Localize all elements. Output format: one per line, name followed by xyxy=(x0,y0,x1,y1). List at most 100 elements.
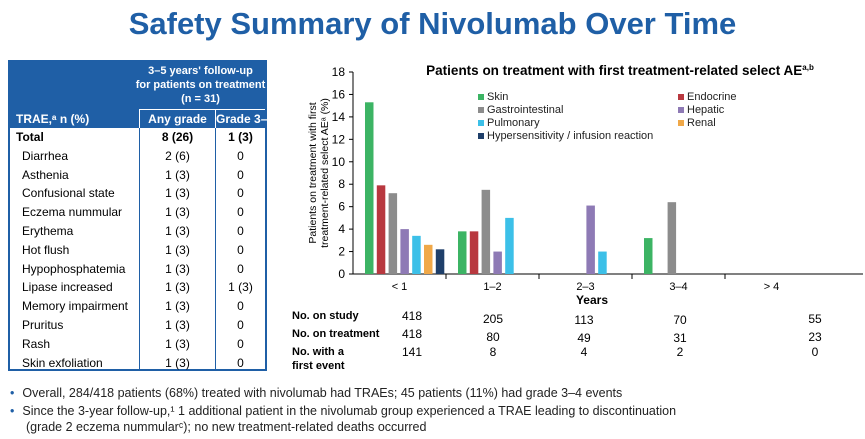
row-label: Erythema xyxy=(22,223,74,238)
legend-label: Hepatic xyxy=(687,104,725,116)
count-value: 418 xyxy=(401,327,423,341)
table-row: Asthenia 1 (3) 0 xyxy=(10,166,265,185)
grade-3-4-value: 0 xyxy=(237,261,244,276)
row-label: Eczema nummular xyxy=(22,205,123,220)
count-value: 205 xyxy=(482,312,504,326)
chart-title-sup: a,b xyxy=(802,63,814,72)
bullet-2: • Since the 3-year follow-up,¹ 1 addition… xyxy=(10,404,676,419)
divider xyxy=(215,128,216,369)
count-value: 8 xyxy=(489,345,497,359)
y-tick-label: 10 xyxy=(332,155,346,169)
legend-label: Skin xyxy=(487,91,508,103)
row-label: Skin exfoliation xyxy=(22,355,103,370)
legend-swatch xyxy=(478,120,484,126)
group-header-line: for patients on treatment xyxy=(135,79,266,91)
y-tick-label: 8 xyxy=(338,177,345,191)
col-header-trae: TRAE,ᵃ n (%) xyxy=(16,112,90,126)
any-grade-value: 1 (3) xyxy=(165,317,190,332)
count-value: 113 xyxy=(574,313,594,327)
table-row: Eczema nummular 1 (3) 0 xyxy=(10,203,265,222)
table-row: Memory impairment 1 (3) 0 xyxy=(10,297,265,316)
legend-label: Renal xyxy=(687,117,716,129)
any-grade-value: 2 (6) xyxy=(165,148,190,163)
col-header-grade-3-4: Grade 3–4 xyxy=(216,112,275,126)
legend-swatch xyxy=(478,133,484,139)
any-grade-value: 1 (3) xyxy=(165,355,190,370)
table-row: Total 8 (26) 1 (3) xyxy=(10,128,265,147)
y-tick-label: 6 xyxy=(338,200,345,214)
grade-3-4-value: 0 xyxy=(237,336,244,351)
grade-3-4-value: 1 (3) xyxy=(228,280,253,295)
count-row-label: No. with a first event xyxy=(292,346,345,372)
bar-hypersensitivity xyxy=(435,249,445,274)
bullet-text: Since the 3-year follow-up,¹ 1 additiona… xyxy=(22,404,677,418)
y-tick-label: 4 xyxy=(338,222,345,236)
y-axis-label-line: treatment-related select AEᵃ (%) xyxy=(319,98,331,248)
count-row-label: No. on study xyxy=(292,310,359,322)
bar-gastrointestinal xyxy=(481,189,491,274)
table-row: Hypophosphatemia 1 (3) 0 xyxy=(10,260,265,279)
grade-3-4-value: 0 xyxy=(237,205,244,220)
grade-3-4-value: 0 xyxy=(237,148,244,163)
table-row: Confusional state 1 (3) 0 xyxy=(10,184,265,203)
group-header-line: (n = 31) xyxy=(181,93,220,105)
bullet-text: (grade 2 eczema nummularᶜ); no new treat… xyxy=(26,420,427,434)
row-label: Diarrhea xyxy=(22,148,69,163)
bar-renal xyxy=(424,244,433,274)
legend-label: Pulmonary xyxy=(487,117,540,129)
count-value: 418 xyxy=(401,309,423,323)
y-axis-label: Patients on treatment with firsttreatmen… xyxy=(307,98,331,248)
y-tick-label: 14 xyxy=(332,110,346,124)
grade-3-4-value: 0 xyxy=(237,355,244,370)
bar-gastrointestinal xyxy=(388,193,398,274)
grade-3-4-value: 0 xyxy=(237,223,244,238)
bullet-text: Overall, 284/418 patients (68%) treated … xyxy=(22,386,623,400)
divider xyxy=(139,109,140,128)
x-tick-label: 1–2 xyxy=(483,281,501,293)
page-title: Safety Summary of Nivolumab Over Time xyxy=(128,6,737,41)
row-label: Rash xyxy=(22,336,51,351)
bar-endocrine xyxy=(469,231,479,274)
legend-label: Hypersensitivity / infusion reaction xyxy=(487,130,653,142)
col-header-any-grade: Any grade xyxy=(148,112,207,126)
x-tick-label: < 1 xyxy=(392,281,408,293)
bar-pulmonary xyxy=(598,251,607,274)
row-label: Pruritus xyxy=(22,317,64,332)
any-grade-value: 1 (3) xyxy=(165,261,190,276)
y-tick-label: 16 xyxy=(332,87,346,101)
bar-hepatic xyxy=(586,205,595,274)
y-tick-label: 0 xyxy=(338,267,345,281)
count-value: 4 xyxy=(580,345,588,359)
bar-chart: 0 2 4 6 8 10 12 14 16 18 < 1 1–2 2–3 3–4 > 4 Patients o… xyxy=(307,63,863,307)
count-value: 49 xyxy=(577,331,591,345)
chart-title-text: Patients on treatment with first treatme… xyxy=(426,63,802,78)
row-label: Lipase increased xyxy=(22,280,113,295)
y-tick-label: 18 xyxy=(332,65,346,79)
table-body: Total 8 (26) 1 (3) Diarrhea 2 (6) 0 Asthenia 1 … xyxy=(10,128,265,372)
divider xyxy=(215,109,216,128)
legend-swatch xyxy=(678,120,684,126)
legend-label: Gastrointestinal xyxy=(487,104,563,116)
any-grade-value: 1 (3) xyxy=(165,299,190,314)
row-label: Asthenia xyxy=(22,167,69,182)
bullet-icon: • xyxy=(10,386,15,400)
x-tick-label: 2–3 xyxy=(576,281,594,293)
row-label: Memory impairment xyxy=(22,299,129,314)
count-value: 141 xyxy=(401,345,423,359)
row-label: Hot flush xyxy=(22,242,70,257)
bar-hepatic xyxy=(400,229,409,274)
y-axis-label-line: Patients on treatment with first xyxy=(307,102,319,243)
bar-skin xyxy=(458,231,467,274)
grade-3-4-value: 0 xyxy=(237,299,244,314)
x-tick-label: > 4 xyxy=(764,281,780,293)
bar-skin xyxy=(644,238,653,274)
table-row: Skin exfoliation 1 (3) 0 xyxy=(10,354,265,373)
table-row: Erythema 1 (3) 0 xyxy=(10,222,265,241)
count-value: 0 xyxy=(811,345,819,359)
table-row: Diarrhea 2 (6) 0 xyxy=(10,147,265,166)
y-tick-label: 2 xyxy=(338,245,345,259)
count-value: 70 xyxy=(673,313,687,327)
legend-swatch xyxy=(678,107,684,113)
bullet-2-cont: (grade 2 eczema nummularᶜ); no new treat… xyxy=(26,420,426,435)
row-label: Hypophosphatemia xyxy=(22,261,126,276)
